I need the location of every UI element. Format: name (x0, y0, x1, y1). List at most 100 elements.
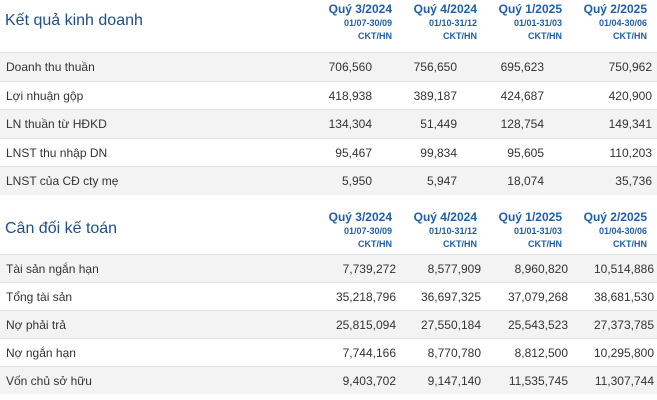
row-value: 7,744,166 (342, 346, 396, 360)
column-type: CKT/HN (358, 31, 392, 41)
row-value: 10,514,886 (593, 262, 654, 276)
row-value: 25,815,094 (335, 318, 396, 332)
income-statement-header: Kết quả kinh doanh Quý 3/2024 01/07-30/0… (0, 0, 657, 52)
table-row: Tài sản ngắn hạn 7,739,272 8,577,909 8,9… (0, 254, 657, 282)
column-dates: 01/10-31/12 (428, 18, 477, 28)
column-type: CKT/HN (528, 31, 562, 41)
column-quarter: Quý 4/2024 (413, 210, 477, 224)
row-value: 51,449 (420, 117, 457, 131)
row-label: Tài sản ngắn hạn (6, 262, 99, 276)
income-statement-section: Kết quả kinh doanh Quý 3/2024 01/07-30/0… (0, 0, 657, 195)
column-type: CKT/HN (358, 239, 392, 249)
column-quarter: Quý 1/2025 (498, 210, 562, 224)
column-quarter: Quý 3/2024 (328, 210, 392, 224)
table-row: Tổng tài sản 35,218,796 36,697,325 37,07… (0, 282, 657, 310)
row-value: 750,962 (608, 60, 652, 74)
income-column-header[interactable]: Quý 4/2024 01/10-31/12 CKT/HN (389, 0, 477, 43)
row-label: Doanh thu thuần (6, 60, 95, 74)
column-dates: 01/10-31/12 (428, 226, 477, 236)
column-type: CKT/HN (443, 239, 477, 249)
income-column-header[interactable]: Quý 2/2025 01/04-30/06 CKT/HN (559, 0, 647, 43)
column-dates: 01/04-30/06 (598, 226, 647, 236)
row-value: 389,187 (413, 88, 457, 103)
row-value: 9,147,140 (427, 374, 481, 388)
column-dates: 01/07-30/09 (343, 18, 392, 28)
table-row: Vốn chủ sở hữu 9,403,702 9,147,140 11,53… (0, 366, 657, 394)
income-rows: Doanh thu thuần 706,560 756,650 695,623 … (0, 52, 657, 195)
column-quarter: Quý 2/2025 (583, 210, 647, 224)
column-type: CKT/HN (443, 31, 477, 41)
table-row: LN thuần từ HĐKD 134,304 51,449 128,754 … (0, 109, 657, 138)
row-label: Tổng tài sản (6, 290, 73, 304)
table-row: Lợi nhuận gộp 418,938 389,187 424,687 42… (0, 80, 657, 109)
income-column-header[interactable]: Quý 1/2025 01/01-31/03 CKT/HN (474, 0, 562, 43)
column-quarter: Quý 1/2025 (498, 2, 562, 16)
column-type: CKT/HN (528, 239, 562, 249)
row-value: 10,295,800 (593, 346, 654, 360)
balance-sheet-section: Cân đối kế toán Quý 3/2024 01/07-30/09 C… (0, 202, 657, 394)
row-value: 418,938 (328, 88, 372, 103)
column-dates: 01/01-31/03 (513, 18, 562, 28)
row-value: 5,947 (426, 174, 457, 188)
row-value: 706,560 (328, 60, 372, 74)
column-type: CKT/HN (613, 239, 647, 249)
row-value: 134,304 (328, 117, 372, 131)
row-value: 8,812,500 (514, 346, 568, 360)
row-value: 110,203 (609, 145, 653, 160)
row-label: Nợ ngắn hạn (6, 346, 76, 360)
row-value: 27,373,785 (593, 318, 654, 332)
row-value: 8,960,820 (514, 262, 568, 276)
row-value: 9,403,702 (342, 374, 396, 388)
row-value: 37,079,268 (507, 290, 568, 304)
row-value: 424,687 (500, 88, 544, 103)
row-label: LN thuần từ HĐKD (6, 117, 107, 131)
table-row: LNST thu nhập DN 95,467 99,834 95,605 11… (0, 137, 657, 166)
balance-column-header[interactable]: Quý 2/2025 01/04-30/06 CKT/HN (559, 208, 647, 251)
column-quarter: Quý 3/2024 (328, 2, 392, 16)
column-quarter: Quý 2/2025 (583, 2, 647, 16)
income-statement-title: Kết quả kinh doanh (5, 12, 143, 29)
table-row: Nợ phải trả 25,815,094 27,550,184 25,543… (0, 310, 657, 338)
balance-column-header[interactable]: Quý 4/2024 01/10-31/12 CKT/HN (389, 208, 477, 251)
balance-sheet-header: Cân đối kế toán Quý 3/2024 01/07-30/09 C… (0, 202, 657, 254)
row-value: 35,736 (615, 174, 652, 188)
column-type: CKT/HN (613, 31, 647, 41)
row-label: LNST thu nhập DN (6, 145, 108, 160)
income-column-header[interactable]: Quý 3/2024 01/07-30/09 CKT/HN (304, 0, 392, 43)
row-value: 95,467 (335, 145, 372, 160)
balance-column-header[interactable]: Quý 1/2025 01/01-31/03 CKT/HN (474, 208, 562, 251)
row-value: 8,770,780 (427, 346, 481, 360)
column-dates: 01/01-31/03 (513, 226, 562, 236)
row-label: LNST của CĐ cty mẹ (6, 174, 119, 188)
row-value: 5,950 (341, 174, 372, 188)
row-value: 99,834 (420, 145, 457, 160)
row-value: 756,650 (413, 60, 457, 74)
column-dates: 01/04-30/06 (598, 18, 647, 28)
row-value: 8,577,909 (427, 262, 481, 276)
row-value: 149,341 (608, 117, 652, 131)
row-value: 25,543,523 (507, 318, 568, 332)
row-label: Nợ phải trả (6, 318, 66, 332)
row-value: 695,623 (500, 60, 544, 74)
row-value: 18,074 (507, 174, 544, 188)
row-label: Lợi nhuận gộp (6, 88, 84, 103)
row-value: 7,739,272 (342, 262, 396, 276)
balance-rows: Tài sản ngắn hạn 7,739,272 8,577,909 8,9… (0, 254, 657, 394)
table-row: LNST của CĐ cty mẹ 5,950 5,947 18,074 35… (0, 166, 657, 195)
row-value: 36,697,325 (420, 290, 481, 304)
row-value: 27,550,184 (420, 318, 481, 332)
balance-sheet-title: Cân đối kế toán (5, 220, 118, 237)
column-dates: 01/07-30/09 (343, 226, 392, 236)
row-value: 128,754 (500, 117, 544, 131)
row-value: 35,218,796 (335, 290, 396, 304)
table-row: Doanh thu thuần 706,560 756,650 695,623 … (0, 52, 657, 81)
row-value: 11,307,744 (594, 374, 654, 388)
balance-column-header[interactable]: Quý 3/2024 01/07-30/09 CKT/HN (304, 208, 392, 251)
row-value: 420,900 (608, 88, 652, 103)
table-row: Nợ ngắn hạn 7,744,166 8,770,780 8,812,50… (0, 338, 657, 366)
row-label: Vốn chủ sở hữu (6, 374, 92, 388)
row-value: 95,605 (507, 145, 544, 160)
column-quarter: Quý 4/2024 (413, 2, 477, 16)
row-value: 11,535,745 (508, 374, 568, 388)
row-value: 38,681,530 (593, 290, 654, 304)
